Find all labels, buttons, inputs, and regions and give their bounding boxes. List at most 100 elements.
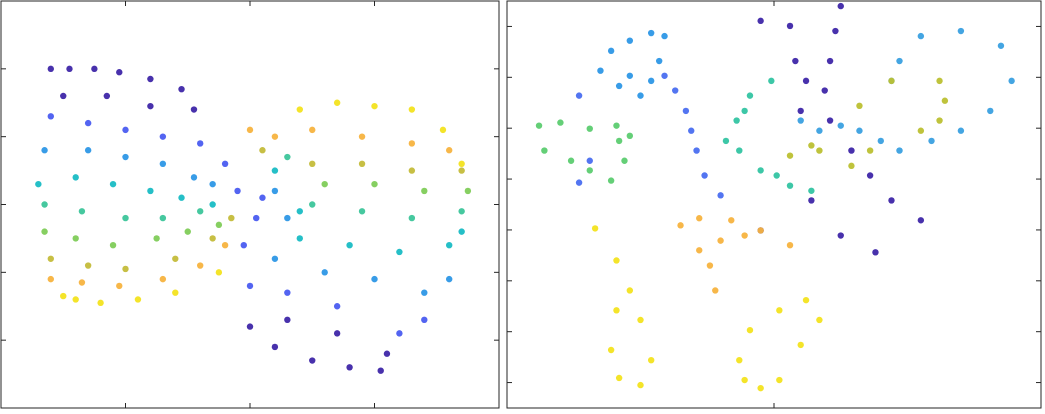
scatter-point	[41, 228, 48, 235]
scatter-point	[917, 217, 925, 224]
scatter-point	[786, 182, 794, 189]
scatter-point	[888, 77, 895, 85]
scatter-point	[557, 119, 564, 126]
scatter-point	[91, 65, 98, 73]
scatter-point	[458, 228, 465, 235]
scatter-point	[159, 275, 167, 283]
axes-frame	[506, 0, 1042, 409]
scatter-point	[41, 201, 48, 208]
scatter-point	[284, 316, 291, 324]
scatter-point	[408, 214, 416, 222]
scatter-point	[377, 367, 384, 374]
scatter-point	[848, 147, 855, 154]
scatter-point	[197, 140, 204, 147]
scatter-point	[421, 289, 428, 296]
scatter-point	[97, 299, 104, 307]
scatter-point	[607, 47, 615, 55]
scatter-point	[615, 82, 623, 90]
scatter-point	[706, 262, 714, 269]
scatter-point	[346, 242, 353, 249]
scatter-point	[72, 296, 79, 303]
scatter-point	[209, 201, 216, 208]
scatter-point	[736, 147, 743, 154]
scatter-point	[321, 180, 328, 188]
scatter-point	[209, 180, 216, 188]
scatter-point	[613, 307, 620, 314]
scatter-point	[446, 275, 453, 283]
scatter-point	[197, 208, 204, 215]
scatter-point	[240, 242, 247, 249]
axes-frame	[0, 0, 500, 409]
scatter-point	[421, 187, 428, 195]
scatter-point	[696, 247, 703, 254]
scatter-point	[408, 167, 416, 174]
scatter-point	[47, 255, 54, 262]
scatter-point	[717, 237, 724, 244]
scatter-point	[736, 356, 743, 364]
scatter-point	[733, 117, 740, 124]
scatter-point	[333, 303, 341, 310]
scatter-point	[246, 126, 254, 134]
scatter-point	[84, 262, 92, 269]
scatter-point	[246, 282, 254, 290]
scatter-point	[122, 126, 129, 134]
scatter-point	[701, 172, 708, 179]
scatter-point	[109, 242, 117, 249]
scatter-point	[741, 232, 748, 239]
scatter-point	[458, 208, 465, 215]
scatter-point	[458, 167, 465, 174]
scatter-point	[371, 275, 378, 283]
scatter-point	[296, 235, 303, 242]
scatter-point	[856, 102, 863, 110]
scatter-point	[215, 269, 223, 276]
scatter-point	[153, 235, 160, 242]
scatter-point	[821, 87, 828, 94]
scatter-point	[757, 167, 764, 174]
scatter-point	[234, 187, 241, 195]
scatter-point	[816, 147, 823, 154]
scatter-point	[808, 197, 815, 204]
scatter-point	[371, 102, 378, 110]
scatter-point	[541, 147, 548, 154]
scatter-point	[421, 316, 428, 324]
scatter-point	[626, 37, 634, 44]
scatter-point	[896, 57, 903, 65]
scatter-point	[637, 92, 644, 99]
scatter-point	[797, 107, 804, 115]
scatter-point	[215, 221, 223, 229]
scatter-point	[615, 137, 623, 145]
scatter-point	[60, 92, 67, 100]
scatter-point	[84, 119, 92, 127]
scatter-point	[696, 215, 703, 222]
scatter-point	[535, 122, 543, 129]
scatter-point	[271, 255, 279, 262]
scatter-point	[987, 107, 994, 115]
scatter-point	[358, 133, 366, 140]
scatter-point	[66, 65, 73, 73]
scatter-point	[712, 287, 719, 294]
scatter-point	[309, 160, 316, 167]
scatter-point	[464, 187, 472, 195]
scatter-point	[826, 57, 834, 65]
scatter-point	[147, 75, 154, 83]
scatter-point	[741, 376, 748, 384]
scatter-point	[271, 167, 279, 174]
scatter-point	[837, 2, 844, 10]
scatter-point	[116, 69, 123, 76]
scatter-point	[259, 194, 266, 201]
scatter-point	[284, 153, 291, 161]
scatter-point	[621, 157, 628, 164]
scatter-point	[597, 67, 604, 74]
scatter-point	[786, 242, 794, 249]
scatter-point	[957, 127, 965, 134]
scatter-point	[768, 77, 775, 85]
scatter-point	[321, 269, 328, 276]
scatter-point	[184, 228, 191, 235]
scatter-point	[586, 157, 593, 164]
scatter-point	[647, 356, 655, 364]
scatter-point	[936, 117, 943, 124]
scatter-point	[159, 214, 167, 222]
scatter-point	[797, 117, 804, 124]
scatter-point	[122, 153, 129, 161]
